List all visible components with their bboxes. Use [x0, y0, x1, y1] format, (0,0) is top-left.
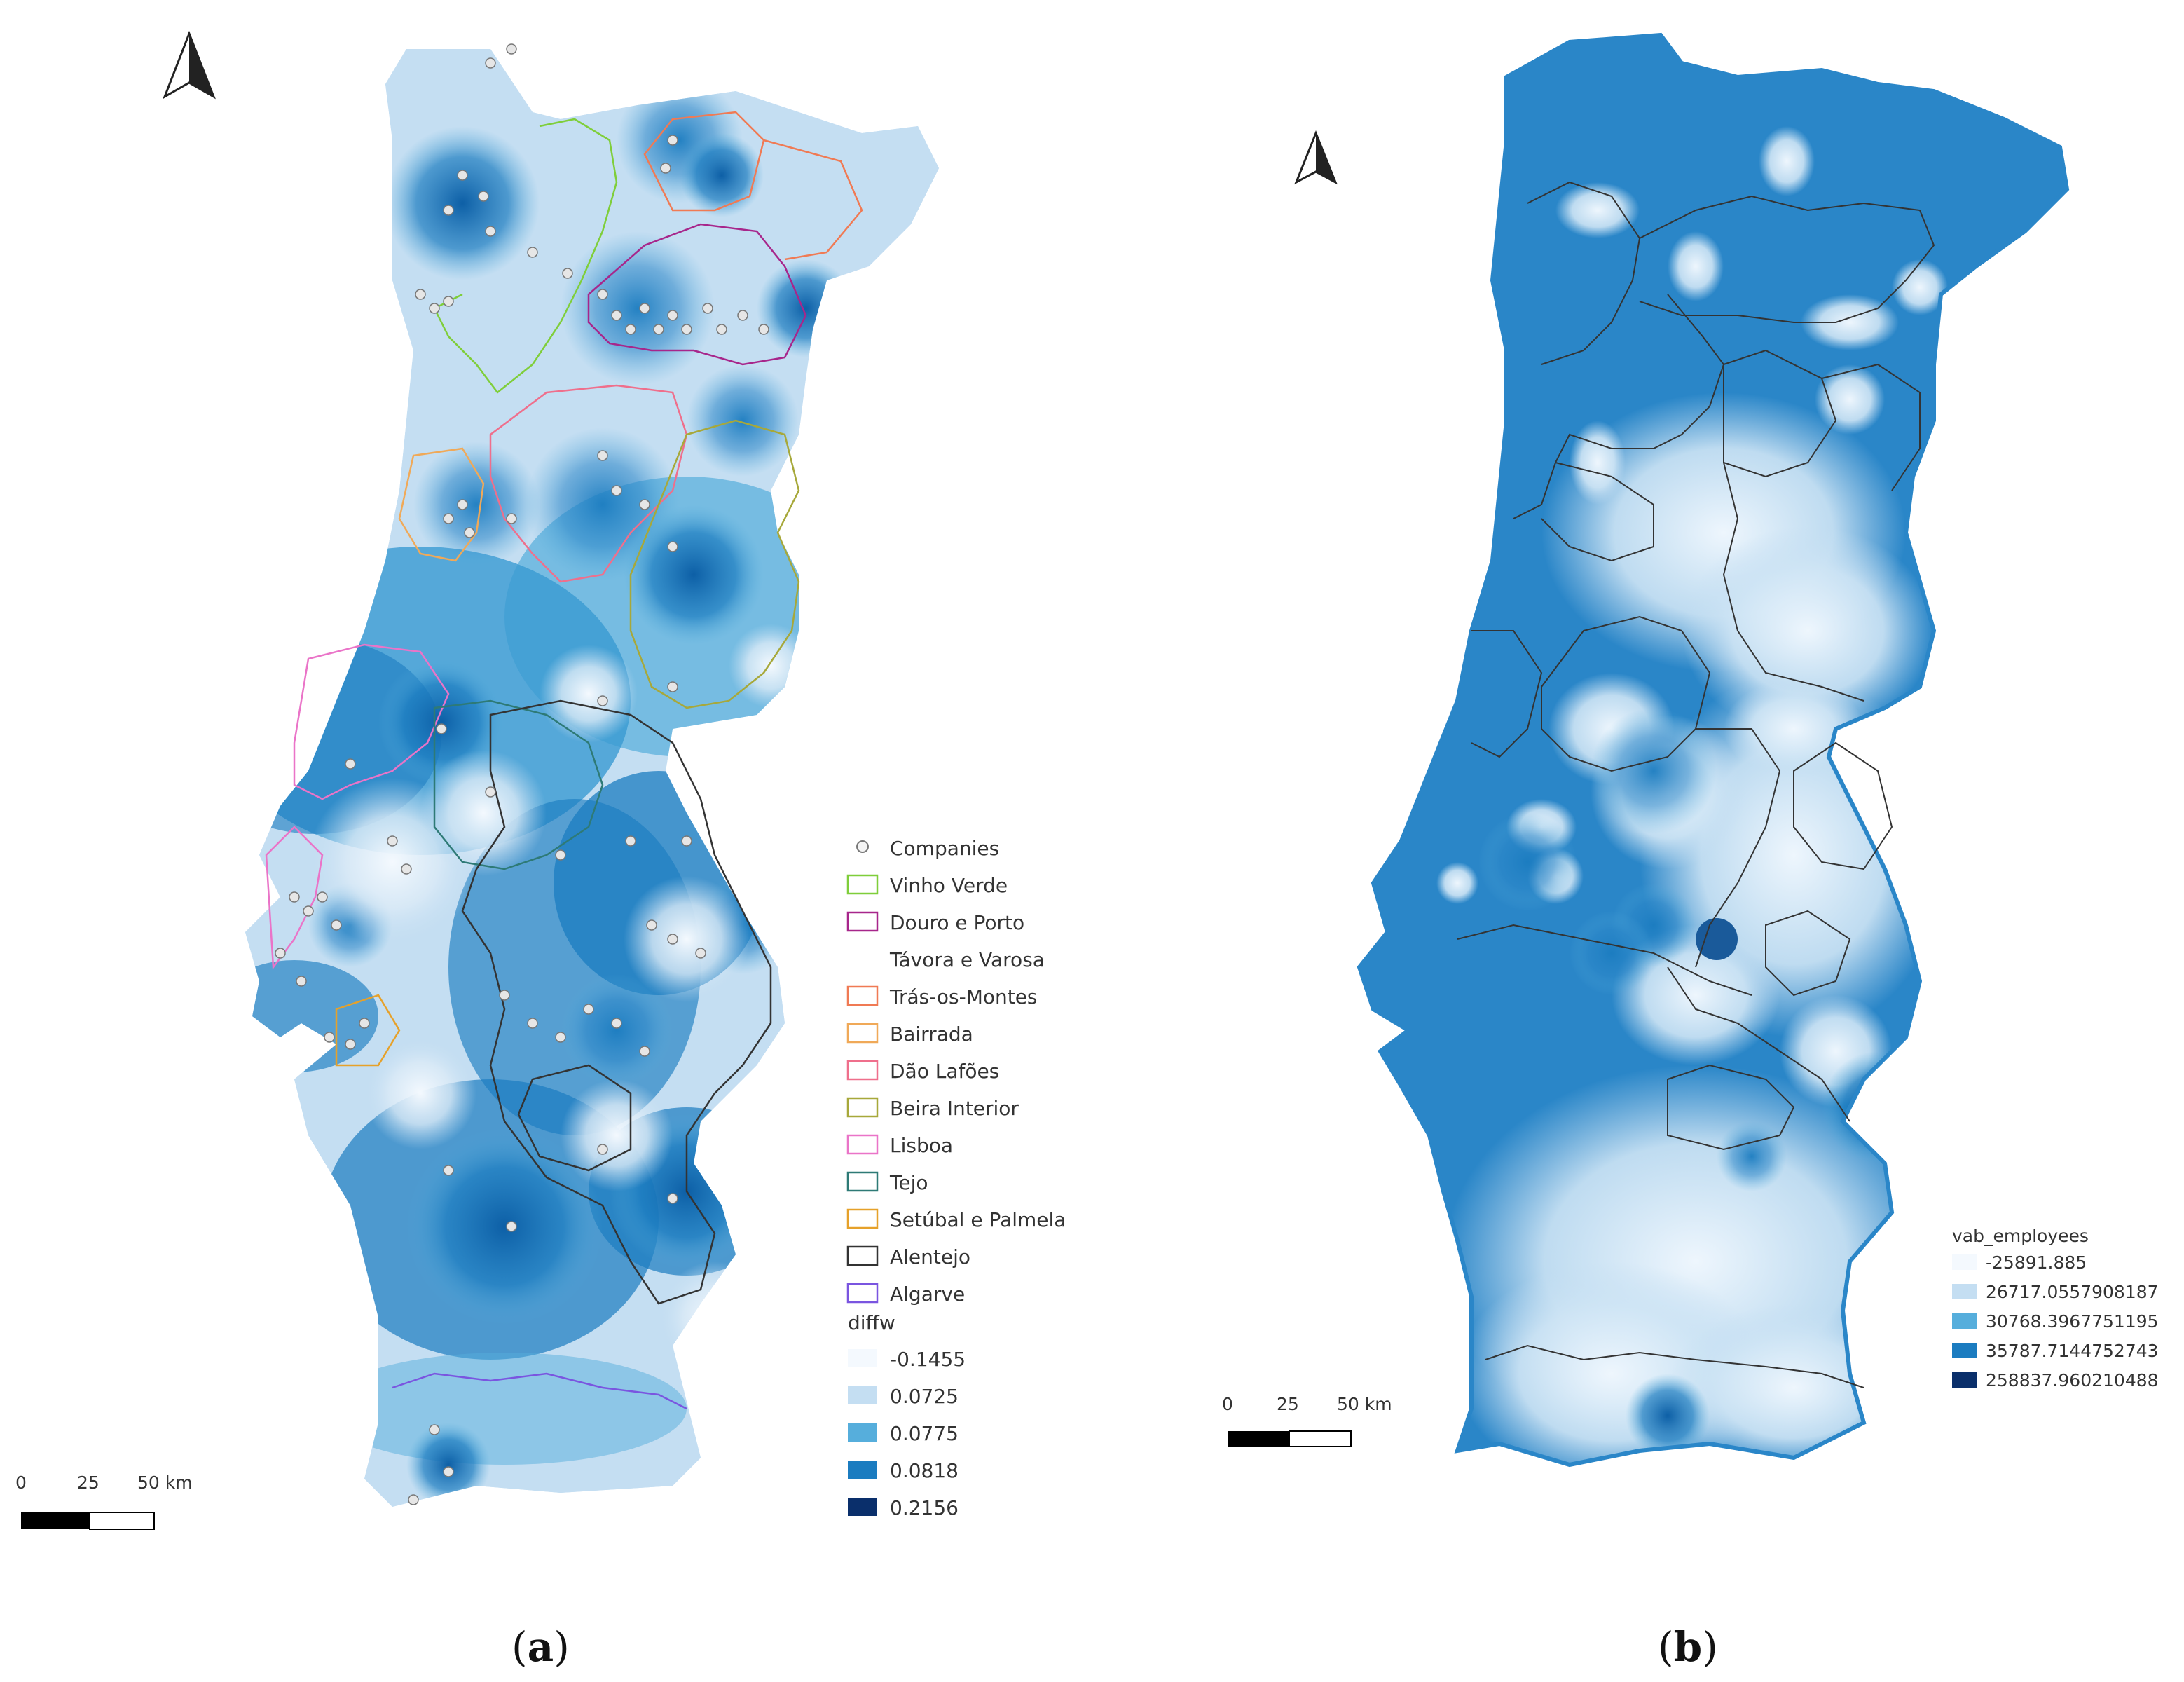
caption-b: (b) [1658, 1623, 1718, 1671]
legend-a-item-alentejo: Alentejo [846, 1245, 970, 1269]
map-b-regions [1457, 181, 1935, 1388]
legend-a-label: Beira Interior [890, 1097, 1019, 1120]
legend-a-item-beira-interior: Beira Interior [846, 1097, 1019, 1120]
legend-a-swatch [846, 874, 879, 895]
legend-a-swatch [846, 1023, 879, 1044]
legend-b-ramp-item: 35787.7144752743 [1952, 1341, 2159, 1361]
north-arrow-icon [1294, 130, 1338, 185]
legend-a-ramp-item: -0.1455 [848, 1348, 966, 1371]
legend-a-ramp-title: diffw [848, 1311, 895, 1334]
legend-b-ramp-label: 35787.7144752743 [1986, 1341, 2159, 1361]
legend-a-item-tejo: Tejo [846, 1171, 928, 1194]
map-a-surface [245, 49, 939, 1507]
legend-a-swatch [846, 1097, 879, 1118]
scale-a-tick-25: 25 [77, 1472, 99, 1493]
legend-b-ramp-swatch [1952, 1284, 1977, 1299]
legend-a-item-vinho-verde: Vinho Verde [846, 874, 1008, 897]
legend-b-ramp-label: -25891.885 [1986, 1252, 2087, 1273]
legend-a-ramp-item: 0.2156 [848, 1496, 959, 1519]
caption-a-letter: a [528, 1623, 554, 1671]
legend-a-ramp-label: -0.1455 [890, 1348, 966, 1371]
map-a: 0 25 50 km Companies Vinho Verde Douro e P… [15, 30, 1066, 1671]
legend-a-ramp-swatch [848, 1423, 877, 1442]
map-b: 0 25 50 km vab_employees -25891.885 26717.… [1222, 0, 2159, 1671]
legend-a-swatch [846, 1060, 879, 1081]
caption-b-letter: b [1674, 1623, 1703, 1671]
legend-a-ramp-swatch [848, 1349, 877, 1367]
scale-b-tick-50: 50 km [1337, 1394, 1392, 1414]
legend-a-item-douro-e-porto: Douro e Porto [846, 911, 1024, 934]
legend-a-swatch [846, 1208, 879, 1229]
legend-a-swatch [846, 1283, 879, 1304]
legend-a-ramp-item: 0.0818 [848, 1459, 959, 1482]
legend-a: Companies Vinho Verde Douro e Porto Távora … [846, 837, 1066, 1519]
legend-a-item-dao-lafoes: Dão Lafões [846, 1060, 999, 1083]
legend-a-item-algarve: Algarve [846, 1283, 965, 1306]
legend-a-label: Trás-os-Montes [889, 985, 1038, 1008]
legend-a-swatch [846, 985, 879, 1006]
legend-a-label: Douro e Porto [890, 911, 1024, 934]
scale-a-tick-0: 0 [15, 1472, 27, 1493]
legend-a-label: Setúbal e Palmela [890, 1208, 1066, 1231]
legend-a-label: Tejo [889, 1171, 928, 1194]
caption-b-open: ( [1658, 1623, 1674, 1671]
legend-b-ramp-swatch [1952, 1313, 1977, 1329]
legend-b-ramp-label: 26717.0557908187 [1986, 1282, 2159, 1302]
scale-a-tick-50: 50 km [137, 1472, 193, 1493]
legend-b-ramp-item: 258837.960210488 [1952, 1370, 2159, 1390]
caption-a-close: ) [554, 1623, 570, 1671]
legend-a-swatch [846, 1245, 879, 1266]
legend-a-ramp-swatch [848, 1461, 877, 1479]
legend-a-label: Távora e Varosa [889, 948, 1045, 971]
map-a-regions [265, 111, 863, 1410]
legend-b-ramp-swatch [1952, 1343, 1977, 1358]
legend-a-ramp-label: 0.0775 [890, 1422, 959, 1445]
legend-a-ramp-item: 0.0775 [848, 1422, 959, 1445]
scale-b-tick-0: 0 [1222, 1394, 1233, 1414]
legend-a-item-tavora-e-varosa: Távora e Varosa [889, 948, 1045, 971]
legend-b-ramp-swatch [1952, 1254, 1977, 1270]
legend-a-ramp-item: 0.0725 [848, 1385, 959, 1408]
companies-points [275, 43, 769, 1505]
caption-b-close: ) [1702, 1623, 1718, 1671]
legend-a-item-companies: Companies [856, 837, 999, 860]
legend-a-label: Companies [890, 837, 999, 860]
legend-a-label: Bairrada [890, 1023, 973, 1046]
legend-a-ramp-swatch [848, 1386, 877, 1404]
legend-a-item-lisboa: Lisboa [846, 1134, 953, 1157]
legend-b-ramp-label: 258837.960210488 [1986, 1370, 2159, 1390]
legend-a-ramp-label: 0.2156 [890, 1496, 959, 1519]
legend-a-ramp-label: 0.0818 [890, 1459, 959, 1482]
legend-b-ramp-swatch [1952, 1372, 1977, 1388]
legend-a-label: Lisboa [890, 1134, 953, 1157]
legend-a-label: Alentejo [890, 1245, 970, 1269]
scale-b-tick-25: 25 [1277, 1394, 1299, 1414]
legend-a-item-tras-os-montes: Trás-os-Montes [846, 985, 1038, 1008]
legend-b-ramp-item: 26717.0557908187 [1952, 1282, 2159, 1302]
scale-bar-b: 0 25 50 km [1222, 1394, 1392, 1447]
legend-b-ramp-label: 30768.3967751195 [1986, 1311, 2159, 1332]
legend-b: vab_employees -25891.885 26717.0557908187 3… [1952, 1226, 2159, 1390]
legend-a-swatch [846, 911, 879, 932]
legend-b-ramp-item: -25891.885 [1952, 1252, 2087, 1273]
legend-a-swatch [846, 1134, 879, 1155]
north-arrow-icon [163, 30, 216, 100]
legend-a-item-setubal-e-palmela: Setúbal e Palmela [846, 1208, 1066, 1231]
legend-a-ramp-swatch [848, 1498, 877, 1516]
legend-a-label: Dão Lafões [890, 1060, 999, 1083]
map-b-surface [1359, 35, 2067, 1465]
legend-a-item-bairrada: Bairrada [846, 1023, 973, 1046]
legend-b-ramp-item: 30768.3967751195 [1952, 1311, 2159, 1332]
legend-a-swatch [856, 840, 869, 853]
legend-a-ramp-label: 0.0725 [890, 1385, 959, 1408]
legend-a-swatch [846, 1171, 879, 1192]
scale-bar-a: 0 25 50 km [15, 1472, 193, 1530]
legend-b-ramp-title: vab_employees [1952, 1226, 2089, 1246]
legend-a-label: Algarve [890, 1283, 965, 1306]
caption-a-open: ( [511, 1623, 528, 1671]
caption-a: (a) [511, 1623, 570, 1671]
legend-a-label: Vinho Verde [890, 874, 1008, 897]
